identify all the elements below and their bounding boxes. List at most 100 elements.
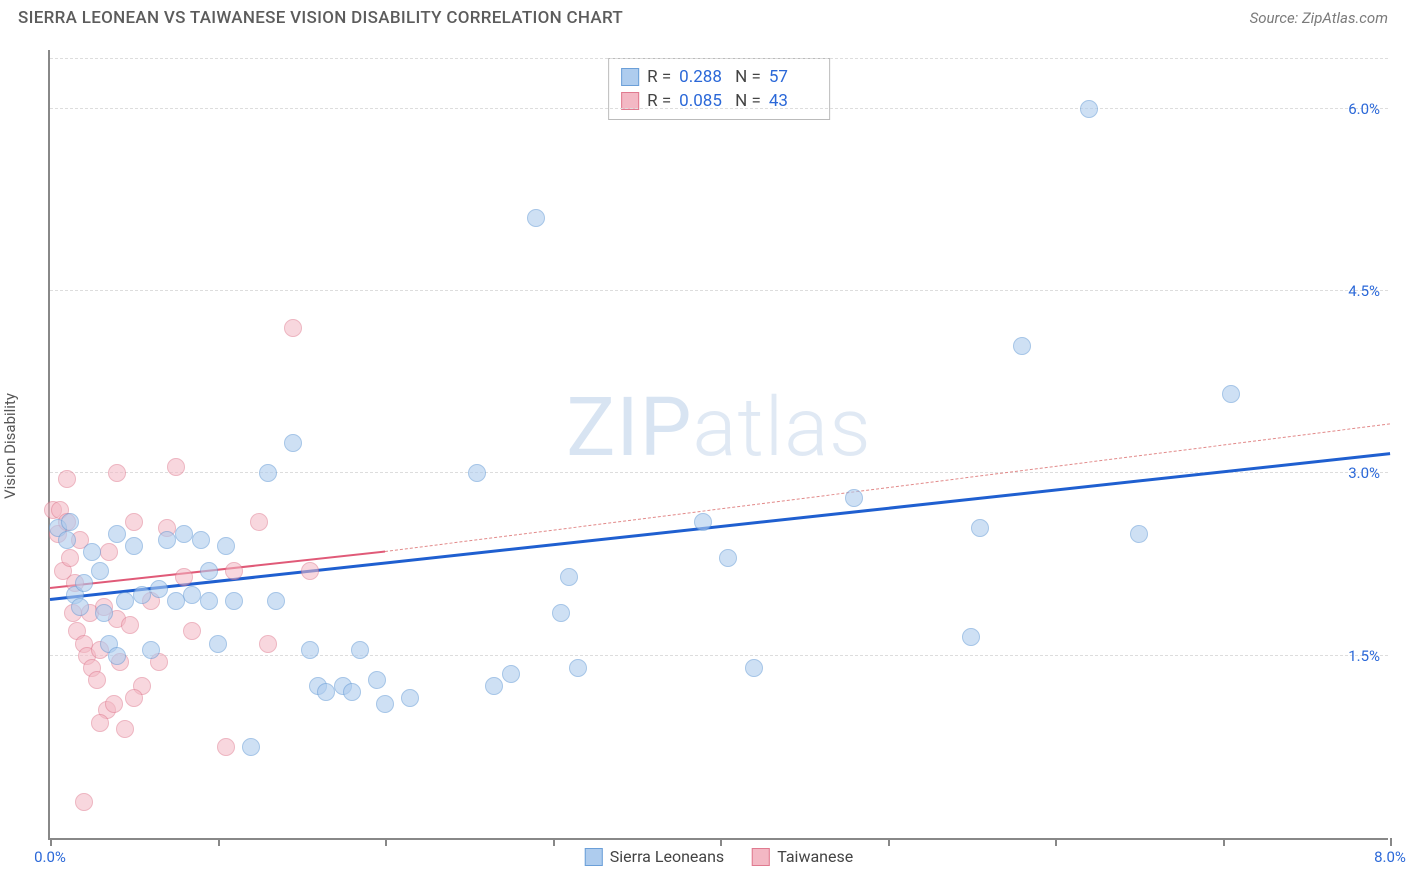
scatter-point — [175, 568, 193, 586]
x-tick-label: 8.0% — [1374, 848, 1406, 866]
scatter-point — [527, 209, 545, 227]
watermark-bold: ZIP — [566, 380, 692, 476]
stat-n-value-1: 57 — [769, 67, 817, 87]
scatter-point — [95, 604, 113, 622]
scatter-point — [91, 714, 109, 732]
gridline — [50, 655, 1388, 656]
scatter-point — [217, 738, 235, 756]
legend-label-series2: Taiwanese — [777, 847, 853, 866]
x-tick — [553, 838, 555, 846]
legend-swatch-series1 — [585, 848, 603, 866]
stat-r-label: R = — [647, 67, 671, 87]
scatter-point — [61, 549, 79, 567]
chart-title: SIERRA LEONEAN VS TAIWANESE VISION DISAB… — [18, 8, 623, 28]
swatch-series1 — [621, 68, 639, 86]
scatter-point — [58, 470, 76, 488]
scatter-point — [108, 647, 126, 665]
scatter-point — [142, 641, 160, 659]
scatter-point — [71, 598, 89, 616]
scatter-point — [133, 586, 151, 604]
scatter-point — [284, 434, 302, 452]
x-tick — [888, 838, 890, 846]
scatter-point — [1130, 525, 1148, 543]
scatter-point — [1013, 337, 1031, 355]
chart-plot-area: ZIPatlas R = 0.288 N = 57 R = 0.085 N = … — [48, 50, 1388, 840]
scatter-point — [301, 641, 319, 659]
scatter-point — [175, 525, 193, 543]
scatter-point — [225, 562, 243, 580]
scatter-point — [150, 580, 168, 598]
scatter-point — [158, 531, 176, 549]
scatter-point — [183, 586, 201, 604]
scatter-point — [560, 568, 578, 586]
scatter-point — [745, 659, 763, 677]
x-tick — [1055, 838, 1057, 846]
legend-item-series2: Taiwanese — [752, 847, 853, 866]
scatter-point — [351, 641, 369, 659]
scatter-point — [242, 738, 260, 756]
legend-swatch-series2 — [752, 848, 770, 866]
scatter-point — [167, 458, 185, 476]
y-tick-label: 4.5% — [1348, 282, 1380, 300]
scatter-point — [108, 525, 126, 543]
y-tick-label: 1.5% — [1348, 647, 1380, 665]
scatter-point — [108, 464, 126, 482]
scatter-point — [250, 513, 268, 531]
scatter-point — [200, 592, 218, 610]
stats-row-series2: R = 0.085 N = 43 — [621, 89, 817, 113]
x-tick — [720, 838, 722, 846]
scatter-point — [1080, 100, 1098, 118]
source-label: Source: ZipAtlas.com — [1250, 9, 1388, 27]
scatter-point — [100, 543, 118, 561]
gridline — [50, 108, 1388, 109]
scatter-point — [61, 513, 79, 531]
scatter-point — [368, 671, 386, 689]
scatter-point — [267, 592, 285, 610]
stat-n-label: N = — [735, 67, 761, 87]
scatter-point — [284, 319, 302, 337]
scatter-point — [75, 793, 93, 811]
scatter-point — [259, 635, 277, 653]
y-axis-label: Vision Disability — [1, 393, 19, 499]
scatter-point — [719, 549, 737, 567]
scatter-point — [217, 537, 235, 555]
gridline — [50, 58, 1388, 59]
scatter-point — [259, 464, 277, 482]
watermark: ZIPatlas — [566, 380, 871, 476]
scatter-point — [502, 665, 520, 683]
scatter-point — [183, 622, 201, 640]
scatter-point — [376, 695, 394, 713]
scatter-point — [58, 531, 76, 549]
scatter-point — [694, 513, 712, 531]
scatter-point — [569, 659, 587, 677]
gridline — [50, 290, 1388, 291]
scatter-point — [192, 531, 210, 549]
scatter-point — [401, 689, 419, 707]
stats-row-series1: R = 0.288 N = 57 — [621, 65, 817, 89]
scatter-point — [200, 562, 218, 580]
x-tick — [1223, 838, 1225, 846]
scatter-point — [88, 671, 106, 689]
scatter-point — [301, 562, 319, 580]
scatter-point — [83, 543, 101, 561]
legend-item-series1: Sierra Leoneans — [585, 847, 724, 866]
stats-legend-box: R = 0.288 N = 57 R = 0.085 N = 43 — [608, 58, 830, 120]
scatter-point — [552, 604, 570, 622]
scatter-point — [116, 592, 134, 610]
scatter-point — [125, 537, 143, 555]
scatter-point — [317, 683, 335, 701]
scatter-point — [125, 513, 143, 531]
scatter-point — [91, 562, 109, 580]
scatter-point — [75, 574, 93, 592]
legend-label-series1: Sierra Leoneans — [610, 847, 724, 866]
scatter-point — [468, 464, 486, 482]
scatter-point — [1222, 385, 1240, 403]
stat-r-value-1: 0.288 — [679, 67, 727, 87]
scatter-point — [343, 683, 361, 701]
regression-line — [385, 424, 1390, 553]
scatter-point — [845, 489, 863, 507]
x-tick — [50, 838, 52, 846]
scatter-point — [121, 616, 139, 634]
scatter-point — [105, 695, 123, 713]
scatter-point — [225, 592, 243, 610]
